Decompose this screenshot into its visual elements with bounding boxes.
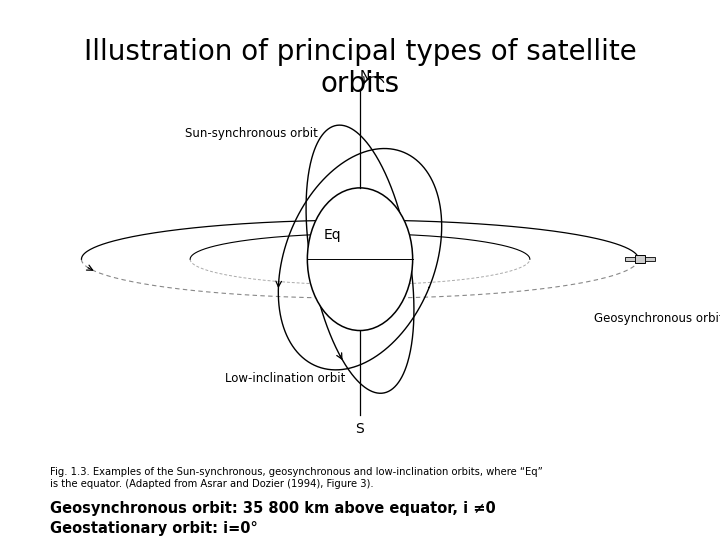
Text: Illustration of principal types of satellite
orbits: Illustration of principal types of satel… bbox=[84, 38, 636, 98]
Bar bbox=[645, 257, 655, 261]
Text: N: N bbox=[360, 69, 370, 83]
Text: Geosynchronous orbit: 35 800 km above equator, i ≠0: Geosynchronous orbit: 35 800 km above eq… bbox=[50, 501, 496, 516]
Text: Fig. 1.3. Examples of the Sun-synchronous, geosynchronous and low-inclination or: Fig. 1.3. Examples of the Sun-synchronou… bbox=[50, 467, 543, 489]
Text: Eq: Eq bbox=[324, 228, 341, 242]
Bar bbox=[625, 257, 636, 261]
Ellipse shape bbox=[307, 188, 413, 330]
Text: Geosynchronous orbit: Geosynchronous orbit bbox=[595, 312, 720, 325]
Text: Low-inclination orbit: Low-inclination orbit bbox=[225, 372, 346, 384]
Bar bbox=[636, 255, 645, 263]
Text: S: S bbox=[356, 422, 364, 436]
Text: Geostationary orbit: i=0°: Geostationary orbit: i=0° bbox=[50, 521, 258, 536]
Text: Sun-synchronous orbit: Sun-synchronous orbit bbox=[185, 127, 318, 140]
